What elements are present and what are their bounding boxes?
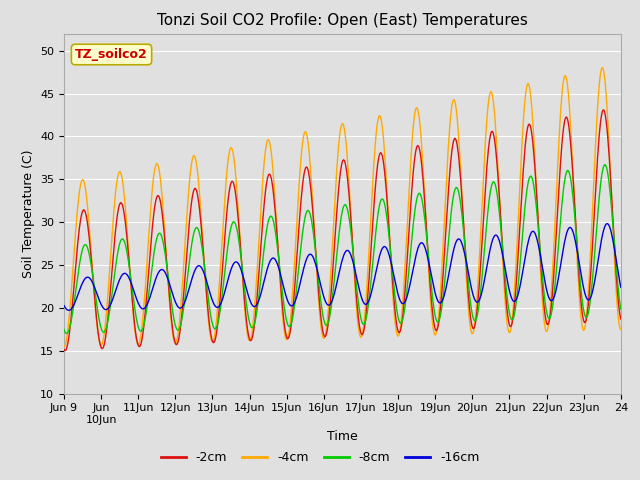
Legend: -2cm, -4cm, -8cm, -16cm: -2cm, -4cm, -8cm, -16cm [156,446,484,469]
Title: Tonzi Soil CO2 Profile: Open (East) Temperatures: Tonzi Soil CO2 Profile: Open (East) Temp… [157,13,528,28]
X-axis label: Time: Time [327,431,358,444]
Y-axis label: Soil Temperature (C): Soil Temperature (C) [22,149,35,278]
Text: TZ_soilco2: TZ_soilco2 [75,48,148,61]
